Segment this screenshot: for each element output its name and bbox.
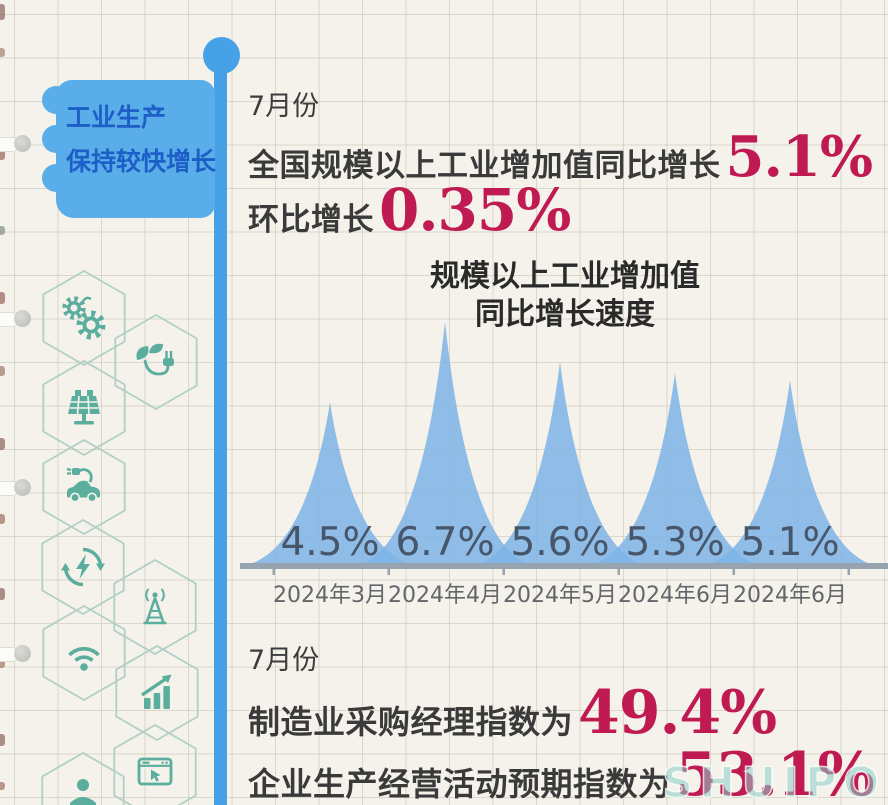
- chart-axis-tick: [732, 569, 735, 575]
- peak-value-label: 5.1%: [740, 520, 840, 565]
- hexagon-growth-chart-icon: [115, 644, 199, 742]
- chart-title: 规模以上工业增加值 同比增长速度: [285, 258, 845, 334]
- timeline-knob-icon: [203, 37, 240, 74]
- chart-title-line1: 规模以上工业增加值: [430, 259, 700, 294]
- hexagon-antenna-icon: [113, 558, 197, 656]
- torn-mark: [0, 146, 5, 160]
- hexagon-wifi-icon: [42, 604, 126, 702]
- peak-value-label: 4.5%: [280, 520, 380, 565]
- hexagon-browser-window-icon: [113, 723, 197, 805]
- x-axis-label: 2024年6月: [618, 583, 732, 608]
- chart-peak: [465, 362, 655, 567]
- chart-axis-tick: [617, 569, 620, 575]
- person-icon: [70, 779, 96, 805]
- binder-pin-ball: [14, 135, 31, 152]
- x-axis-label: 2024年3月: [273, 583, 387, 608]
- bottom-stat1-label: 制造业采购经理指数为: [248, 703, 574, 741]
- torn-mark: [0, 226, 5, 235]
- hexagon-eco-plug-icon: [114, 313, 198, 411]
- bottom-stat1-row: 制造业采购经理指数为 49.4%: [248, 678, 777, 748]
- torn-mark: [0, 48, 5, 57]
- binder-pin-ball: [14, 479, 31, 496]
- solar-panel-icon: [68, 390, 100, 425]
- antenna-icon: [143, 588, 167, 625]
- chart-axis-tick: [502, 569, 505, 575]
- top-stat2-row: 环比增长 0.35%: [248, 176, 571, 244]
- peak-value-label: 5.3%: [625, 520, 725, 565]
- bottom-stat2-value: 53.1%: [675, 740, 875, 805]
- top-period-row: 7月份: [248, 84, 319, 123]
- area-chart: [240, 321, 888, 575]
- top-period: 7月份: [248, 91, 320, 122]
- hexagon-ev-car-icon: [42, 438, 126, 536]
- browser-window-icon: [137, 757, 173, 786]
- eco-plug-icon: [136, 343, 174, 376]
- bottom-stat2-label: 企业生产经营活动预期指数为: [248, 765, 671, 803]
- x-axis-label: 2024年4月: [388, 583, 502, 608]
- hexagon-gears-icon: [42, 269, 126, 367]
- torn-mark: [0, 734, 5, 746]
- growth-chart-icon: [141, 674, 172, 709]
- watermark: SHUIPO: [662, 757, 886, 805]
- torn-mark: [0, 588, 5, 600]
- torn-mark: [0, 514, 5, 524]
- chart-title-line2: 同比增长速度: [475, 297, 655, 332]
- gears-icon: [62, 296, 106, 340]
- chart-axis-tick: [272, 569, 275, 575]
- top-stat2-label: 环比增长: [248, 202, 374, 238]
- binder-pin-ball: [14, 645, 31, 662]
- top-stat2-value: 0.35%: [379, 176, 571, 244]
- torn-mark: [0, 292, 5, 304]
- energy-cycle-icon: [61, 547, 105, 587]
- chart-peak: [580, 373, 770, 567]
- ribbon-title-line2: 保持较快增长: [66, 147, 217, 176]
- binder-pin-ball: [14, 310, 31, 327]
- peak-value-label: 6.7%: [395, 520, 495, 565]
- peak-value-label: 5.6%: [510, 520, 610, 565]
- torn-mark: [0, 782, 5, 790]
- bottom-period-row: 7月份: [248, 638, 319, 677]
- hexagon-solar-panel-icon: [42, 359, 126, 457]
- ribbon-title: 工业生产 保持较快增长: [66, 96, 216, 184]
- bottom-period: 7月份: [248, 645, 320, 676]
- top-stat1-label: 全国规模以上工业增加值同比增长: [248, 148, 721, 184]
- chart-axis-tick: [387, 569, 390, 575]
- torn-mark: [0, 4, 5, 20]
- sidebar-icon-grid: [41, 269, 199, 805]
- chart-axis-line: [240, 563, 888, 569]
- x-axis-label: 2024年6月: [733, 583, 847, 608]
- top-stat1-value: 5.1%: [725, 124, 874, 190]
- torn-mark: [0, 366, 5, 376]
- torn-mark: [0, 438, 5, 450]
- top-stat1-row: 全国规模以上工业增加值同比增长 5.1%: [248, 124, 874, 190]
- chart-peak: [240, 402, 425, 567]
- ev-car-icon: [66, 467, 100, 503]
- wifi-icon: [68, 647, 100, 671]
- chart-peak: [350, 321, 540, 567]
- chart-axis-tick: [847, 569, 850, 575]
- hexagon-person-icon: [41, 751, 125, 805]
- ribbon-title-line1: 工业生产: [66, 103, 167, 132]
- bottom-stat2-row: 企业生产经营活动预期指数为 53.1%: [248, 740, 875, 805]
- hexagon-energy-cycle-icon: [41, 518, 125, 616]
- timeline-line: [214, 52, 227, 805]
- bottom-stat1-value: 49.4%: [578, 678, 777, 748]
- chart-peak: [695, 380, 885, 567]
- x-axis-label: 2024年5月: [503, 583, 617, 608]
- torn-mark: [0, 658, 5, 668]
- section-ribbon: [56, 80, 215, 218]
